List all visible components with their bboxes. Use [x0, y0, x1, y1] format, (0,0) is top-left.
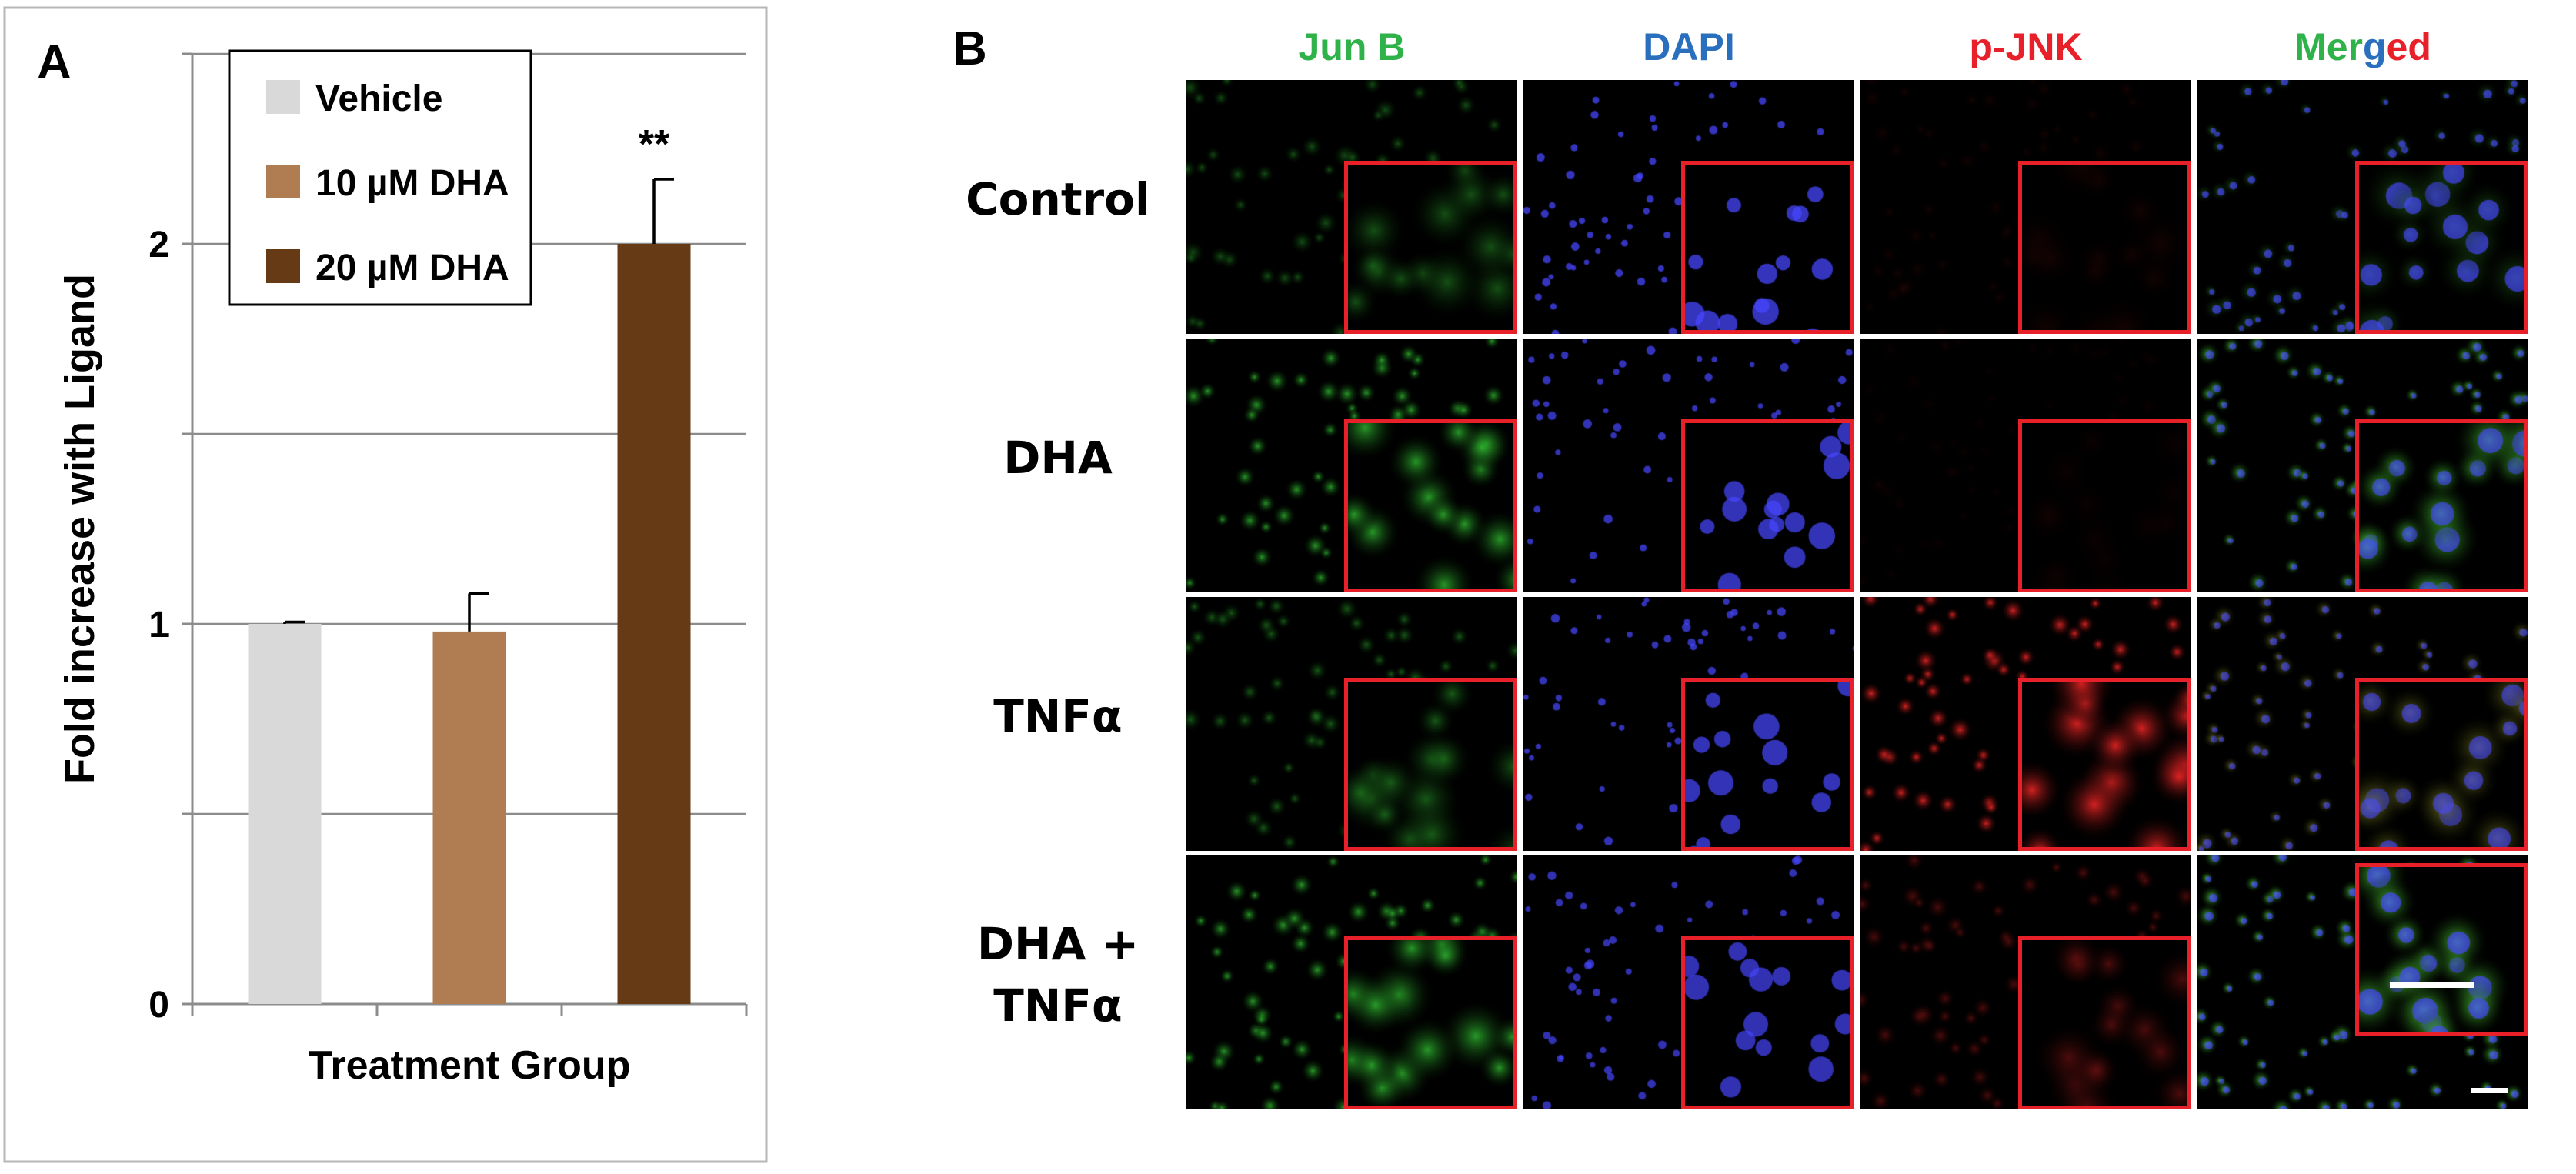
zoom-inset-image [1685, 165, 1850, 330]
bar-1 [432, 631, 506, 1004]
row-label-line: DHA [1003, 432, 1113, 484]
zoom-inset [1681, 678, 1854, 851]
micrograph-tile [1523, 339, 1854, 592]
zoom-inset-image [1685, 682, 1850, 847]
zoom-inset-image [2022, 423, 2187, 589]
row-label-2: TNFα [939, 685, 1177, 747]
column-header-0: Jun B [1298, 25, 1406, 68]
y-axis-label: Fold increase with Ligand [57, 274, 103, 784]
zoom-inset-image [2359, 165, 2524, 330]
significance-annotation: ** [639, 122, 670, 167]
legend-entry: 20 µM DHA [315, 248, 509, 288]
column-header-2: p-JNK [1969, 25, 2083, 68]
zoom-inset-image [2022, 682, 2187, 847]
micrograph-tile [1186, 339, 1517, 592]
zoom-inset-image [1348, 940, 1513, 1106]
bar-0 [248, 624, 322, 1004]
zoom-inset [1344, 419, 1517, 592]
row-label-line: Control [966, 173, 1150, 225]
zoom-inset-image [2022, 165, 2187, 330]
legend-entry: Vehicle [315, 78, 442, 119]
zoom-inset [2018, 161, 2191, 334]
zoom-inset-image [1685, 423, 1850, 589]
zoom-inset-image [2359, 682, 2524, 847]
legend-swatch-1 [266, 165, 300, 198]
zoom-inset-image [1348, 165, 1513, 330]
micrograph-tile [2197, 597, 2528, 851]
column-header-3: Merged [2197, 25, 2528, 69]
zoom-inset [2018, 936, 2191, 1109]
row-label-line: TNFα [993, 690, 1123, 742]
row-label-line: DHA + [976, 918, 1140, 970]
zoom-inset-image [1348, 423, 1513, 589]
micrograph-tile [1523, 80, 1854, 334]
zoom-inset [2355, 419, 2528, 592]
zoom-inset [1681, 161, 1854, 334]
micrograph-tile [1860, 80, 2191, 334]
zoom-inset-image [2359, 423, 2524, 589]
micrograph-tile [1860, 597, 2191, 851]
image-scale-bar [2471, 1088, 2508, 1093]
zoom-inset [1681, 419, 1854, 592]
bar-chart-svg: A 0 1 2 ** Fold increase with Ligand Treatment… [3, 6, 768, 1163]
legend-entry: 10 µM DHA [315, 163, 509, 204]
row-label-0: Control [939, 168, 1177, 230]
zoom-inset [2018, 419, 2191, 592]
panel-a-bar-chart: A 0 1 2 ** Fold increase with Ligand Treatment… [0, 0, 777, 1170]
micrograph-tile [2197, 339, 2528, 592]
zoom-inset [2355, 863, 2528, 1036]
micrograph-tile [1860, 855, 2191, 1109]
zoom-inset-image [2359, 867, 2524, 1032]
column-header-part: ed [2386, 25, 2431, 68]
zoom-inset-image [2022, 940, 2187, 1106]
y-tick-label: 2 [148, 225, 169, 265]
micrograph-tile [1860, 339, 2191, 592]
zoom-inset [1344, 678, 1517, 851]
inset-scale-bar [2390, 982, 2474, 988]
panel-b-micrographs: B Jun B DAPI p-JNK Merged Control DHA TNFα DHA … [939, 0, 2576, 1170]
zoom-inset [2355, 678, 2528, 851]
column-header-part: Mer [2294, 25, 2363, 68]
zoom-inset [1344, 936, 1517, 1109]
x-axis-label: Treatment Group [309, 1043, 631, 1088]
zoom-inset [2018, 678, 2191, 851]
micrograph-tile [1186, 80, 1517, 334]
zoom-inset-image [1348, 682, 1513, 847]
row-label-1: DHA [939, 427, 1177, 489]
legend-swatch-2 [266, 249, 300, 283]
zoom-inset [1344, 161, 1517, 334]
y-tick-label: 1 [148, 605, 169, 645]
column-header-part: g [2363, 25, 2387, 68]
zoom-inset [1681, 936, 1854, 1109]
zoom-inset-image [1685, 940, 1850, 1106]
column-header-1: DAPI [1643, 25, 1735, 68]
row-label-3: DHA + TNFα [939, 913, 1177, 1036]
panel-b-letter: B [953, 22, 987, 75]
micrograph-tile [2197, 80, 2528, 334]
y-tick-label: 0 [148, 985, 169, 1026]
micrograph-tile [1186, 855, 1517, 1109]
bar-2 [617, 244, 691, 1004]
row-label-line: TNFα [993, 979, 1123, 1032]
panel-a-letter: A [37, 36, 72, 89]
zoom-inset [2355, 161, 2528, 334]
micrograph-tile [1523, 597, 1854, 851]
micrograph-tile [2197, 855, 2528, 1109]
micrograph-tile [1523, 855, 1854, 1109]
micrograph-tile [1186, 597, 1517, 851]
legend-swatch-0 [266, 80, 300, 114]
